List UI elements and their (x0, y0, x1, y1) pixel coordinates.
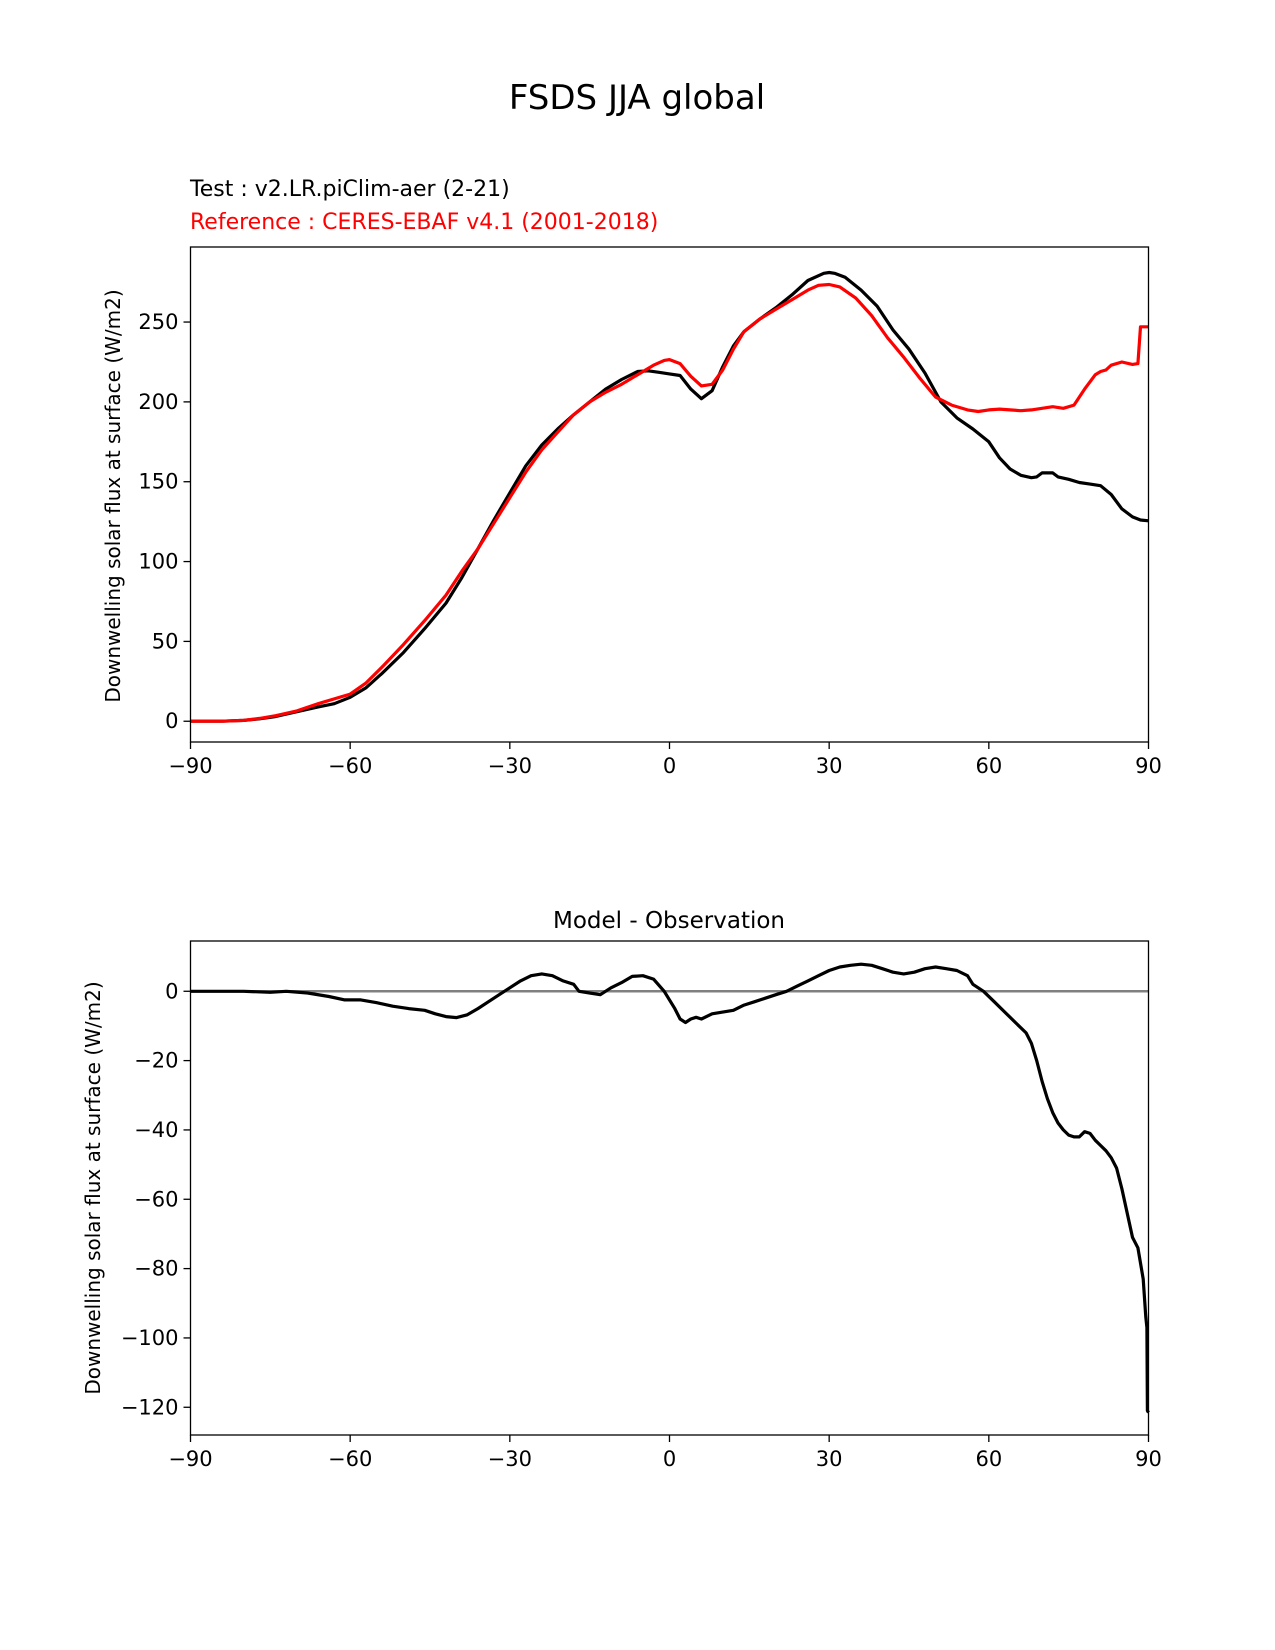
bottom-y-tick-label: −120 (121, 1395, 179, 1419)
top-y-tick-label: 0 (165, 709, 178, 733)
top-axes-frame (189, 246, 1150, 743)
top-x-tick-label: 0 (663, 754, 676, 778)
top-axis-ticks: −90 −60 −30 0 30 60 90 0 50 100 150 200 250 (138, 310, 1161, 778)
reference-label: Reference : CERES-EBAF v4.1 (2001-2018) (190, 210, 658, 235)
top-x-tick-label: 60 (975, 754, 1002, 778)
bottom-x-tick-label: 0 (663, 1447, 676, 1471)
bottom-plot-lines (190, 962, 1150, 1414)
test-label: Test : v2.LR.piClim-aer (2-21) (189, 177, 510, 202)
bottom-x-tick-label: −60 (328, 1447, 372, 1471)
top-y-tick-label: 200 (138, 390, 178, 414)
bottom-x-tick-label: −90 (168, 1447, 212, 1471)
top-panel: Test : v2.LR.piClim-aer (2-21) Reference… (101, 177, 1162, 778)
bottom-y-tick-label: 0 (165, 979, 178, 1003)
bottom-y-axis-label: Downwelling solar flux at surface (W/m2) (81, 981, 105, 1394)
bottom-y-tick-label: −100 (121, 1326, 179, 1350)
top-y-axis-label: Downwelling solar flux at surface (W/m2) (101, 289, 125, 702)
top-x-tick-label: −90 (168, 754, 212, 778)
bottom-axis-ticks: −90 −60 −30 0 30 60 90 0 −20 −40 −60 −80 −100 −120 (121, 979, 1162, 1471)
bottom-x-tick-label: 30 (816, 1447, 843, 1471)
top-x-tick-label: −60 (328, 754, 372, 778)
bottom-series-line-0 (190, 962, 1150, 1414)
bottom-plot-title: Model - Observation (553, 908, 785, 934)
bottom-y-tick-label: −80 (134, 1257, 178, 1281)
bottom-y-tick-label: −60 (134, 1187, 178, 1211)
top-series-line-1 (190, 282, 1149, 723)
top-y-tick-label: 50 (152, 629, 179, 653)
top-plot-lines (190, 270, 1149, 723)
bottom-panel: Model - Observation Downwelling solar fl… (81, 908, 1162, 1471)
top-y-tick-label: 250 (138, 310, 178, 334)
top-y-tick-label: 150 (138, 470, 178, 494)
top-y-tick-label: 100 (138, 550, 178, 574)
bottom-y-tick-label: −20 (134, 1049, 178, 1073)
top-x-tick-label: 30 (816, 754, 843, 778)
figure-title: FSDS JJA global (509, 78, 765, 118)
top-x-tick-label: 90 (1135, 754, 1162, 778)
bottom-axes-frame (189, 940, 1150, 1436)
top-series-line-0 (190, 270, 1149, 723)
bottom-y-tick-label: −40 (134, 1118, 178, 1142)
bottom-x-tick-label: −30 (488, 1447, 532, 1471)
top-x-tick-label: −30 (488, 754, 532, 778)
bottom-x-tick-label: 60 (975, 1447, 1002, 1471)
bottom-x-tick-label: 90 (1135, 1447, 1162, 1471)
